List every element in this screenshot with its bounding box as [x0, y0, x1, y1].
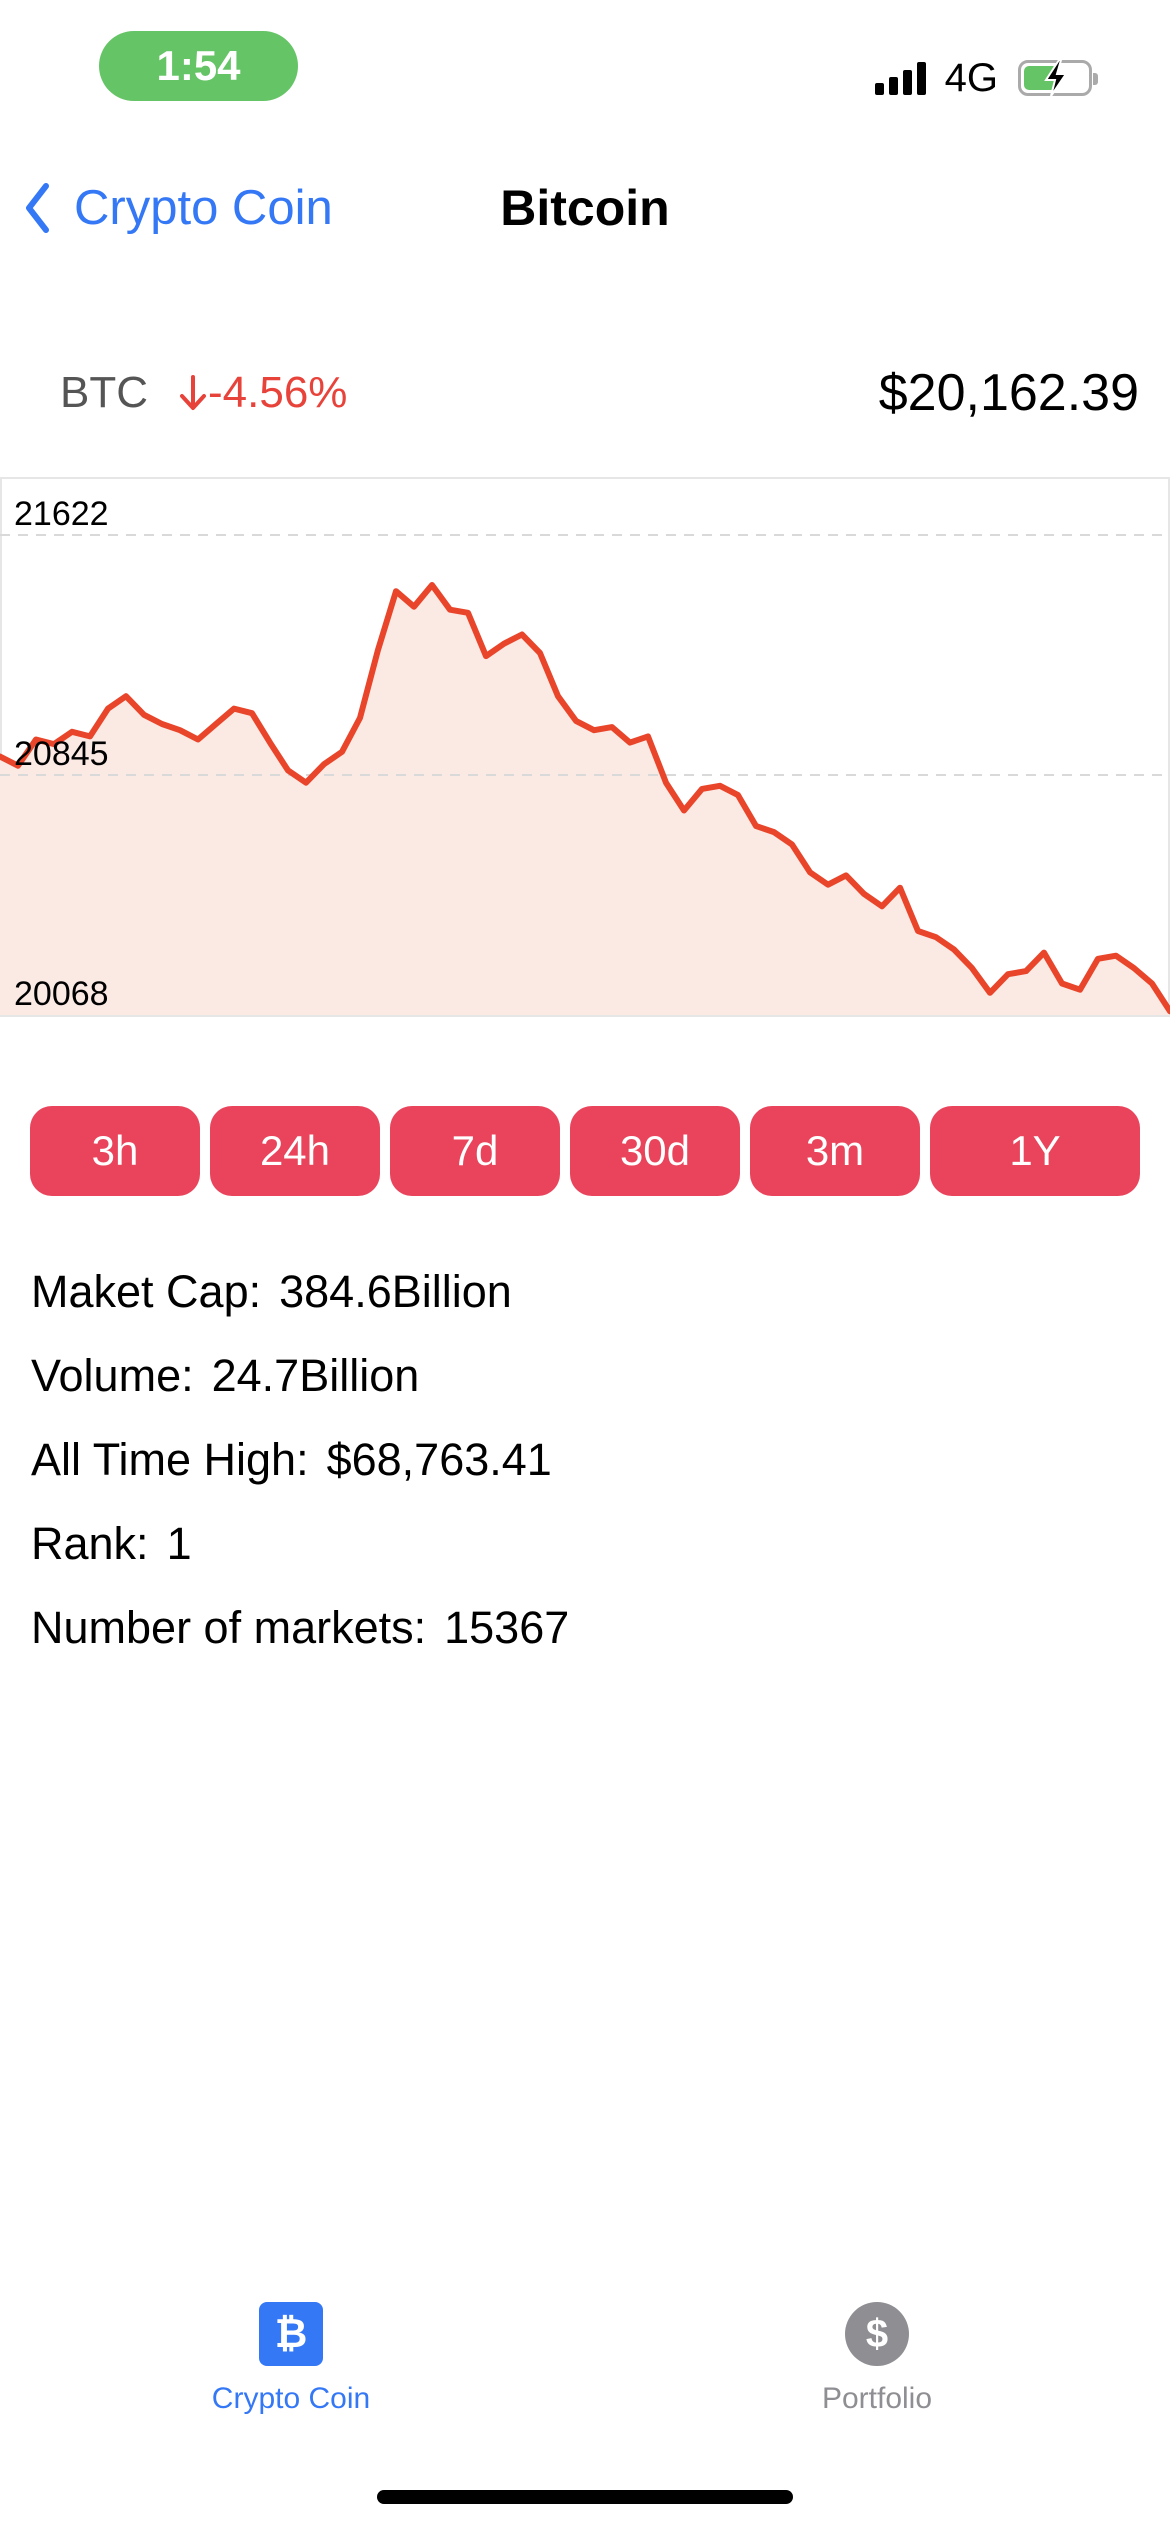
stat-label: Rank:	[31, 1518, 149, 1569]
coin-summary: BTC -4.56% $20,162.39	[60, 358, 1139, 428]
range-button-label: 3h	[91, 1127, 139, 1174]
battery-icon	[1018, 59, 1098, 97]
stat-value: 15367	[444, 1602, 570, 1653]
stat-all-time-high: All Time High: $68,763.41	[31, 1418, 569, 1502]
range-button-3m[interactable]: 3m	[750, 1106, 920, 1196]
range-button-label: 1Y	[1009, 1127, 1061, 1174]
stat-label: All Time High:	[31, 1434, 309, 1485]
network-type: 4G	[944, 55, 998, 100]
stat-value: 384.6Billion	[279, 1266, 512, 1317]
status-indicators: 4G	[874, 50, 1098, 106]
bitcoin-icon: ₿	[259, 2302, 323, 2366]
page-title-label: Bitcoin	[500, 179, 670, 236]
cellular-signal-icon	[874, 61, 931, 95]
home-indicator	[377, 2490, 793, 2504]
status-time: 1:54	[99, 31, 298, 101]
tab-crypto-coin[interactable]: ₿ Crypto Coin	[141, 2302, 441, 2416]
bitcoin-glyph: ₿	[274, 2311, 308, 2356]
price-chart: 21622 20845 20068	[0, 477, 1170, 1017]
y-tick-label-low: 20068	[14, 975, 109, 1013]
chart-area-fill	[0, 585, 1170, 1015]
range-button-30d[interactable]: 30d	[570, 1106, 740, 1196]
range-button-24h[interactable]: 24h	[210, 1106, 380, 1196]
back-button-label: Crypto Coin	[74, 180, 333, 235]
tab-label: Portfolio	[821, 2382, 933, 2415]
battery-cap	[1093, 73, 1098, 85]
range-button-3h[interactable]: 3h	[30, 1106, 200, 1196]
range-button-label: 24h	[259, 1127, 331, 1174]
y-tick-label-mid: 20845	[14, 735, 109, 773]
status-time-label: 1:54	[156, 42, 241, 89]
tab-label: Crypto Coin	[211, 2382, 371, 2415]
coin-symbol: BTC	[60, 368, 148, 417]
chart-price-line	[0, 582, 1170, 1015]
charging-bolt-icon	[1044, 59, 1068, 97]
stat-market-cap: Maket Cap: 384.6Billion	[31, 1250, 569, 1334]
stat-label: Volume:	[31, 1350, 194, 1401]
range-button-label: 30d	[619, 1127, 691, 1174]
chevron-left-icon	[26, 182, 49, 233]
y-tick-label-high: 21622	[14, 495, 109, 533]
stat-value: 1	[166, 1518, 192, 1569]
stat-value: 24.7Billion	[211, 1350, 420, 1401]
price-change-value: -4.56%	[208, 368, 348, 417]
stat-rank: Rank: 1	[31, 1502, 569, 1586]
dollar-glyph: $	[865, 2311, 889, 2356]
range-button-7d[interactable]: 7d	[390, 1106, 560, 1196]
stat-volume: Volume: 24.7Billion	[31, 1334, 569, 1418]
tab-portfolio[interactable]: $ Portfolio	[727, 2302, 1027, 2416]
stat-label: Maket Cap:	[31, 1266, 262, 1317]
price-change: -4.56%	[178, 368, 347, 418]
page-title: Bitcoin	[0, 170, 1170, 245]
arrow-down-icon	[180, 375, 206, 410]
stat-number-of-markets: Number of markets: 15367	[31, 1586, 569, 1670]
range-button-label: 3m	[805, 1127, 865, 1174]
range-button-1y[interactable]: 1Y	[930, 1106, 1140, 1196]
chart-frame	[0, 477, 1170, 1017]
back-button[interactable]: Crypto Coin	[24, 170, 333, 245]
coin-price: $20,162.39	[878, 364, 1139, 422]
stat-value: $68,763.41	[326, 1434, 552, 1485]
dollar-icon: $	[845, 2302, 909, 2366]
stat-label: Number of markets:	[31, 1602, 427, 1653]
coin-stats: Maket Cap: 384.6Billion Volume: 24.7Bill…	[31, 1250, 569, 1670]
range-button-label: 7d	[451, 1127, 499, 1174]
time-range-selector: 3h 24h 7d 30d 3m 1Y	[30, 1106, 1140, 1196]
